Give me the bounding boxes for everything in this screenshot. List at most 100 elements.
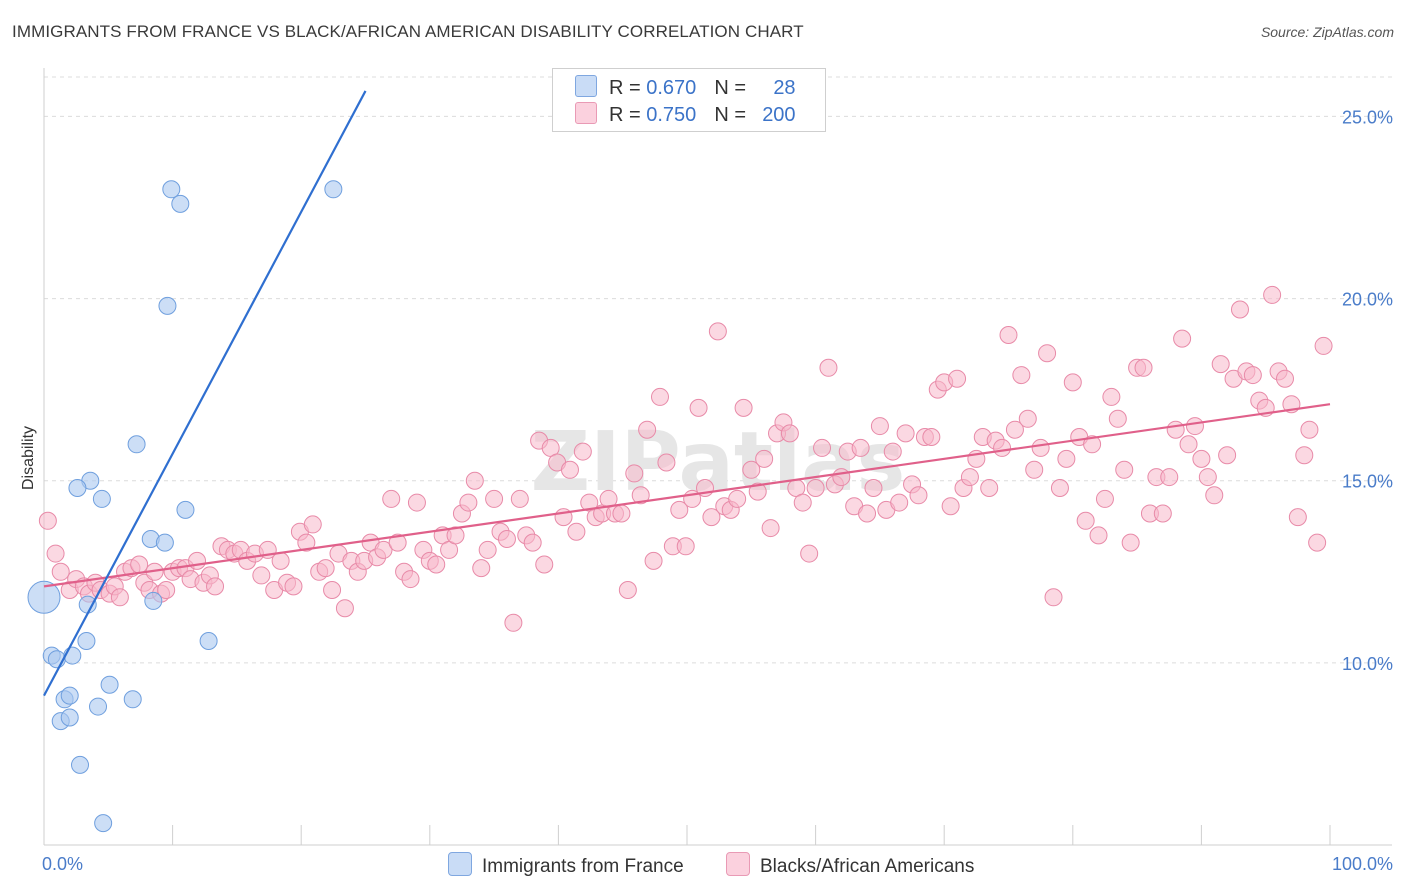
data-point-black-african-american (864, 479, 883, 497)
data-point-immigrants-france (60, 686, 79, 705)
bottom-legend-label-black: Blacks/African Americans (760, 856, 975, 877)
watermark: ZIPatlas (531, 415, 906, 510)
data-point-black-african-american (446, 526, 465, 545)
x-tick-label: 100.0% (1332, 854, 1393, 874)
data-point-black-african-american (702, 508, 721, 527)
data-point-black-african-american (793, 493, 812, 512)
data-point-black-african-american (1263, 285, 1282, 304)
legend-r-label: R = (609, 104, 647, 126)
data-point-immigrants-france (199, 632, 218, 650)
data-point-black-african-american (806, 479, 825, 497)
data-point-black-african-american (1288, 508, 1307, 527)
data-point-black-african-american (206, 577, 225, 596)
data-point-black-african-american (941, 497, 960, 516)
legend-swatch-france (575, 75, 597, 97)
data-point-immigrants-france (68, 479, 87, 497)
data-point-black-african-american (676, 537, 695, 556)
series-immigrants-france-points (27, 180, 343, 833)
data-point-immigrants-france (144, 591, 163, 610)
data-point-black-african-american (1198, 468, 1217, 487)
data-point-black-african-american (1005, 420, 1024, 439)
data-point-immigrants-france (94, 814, 113, 833)
data-point-black-african-american (993, 438, 1012, 457)
bottom-legend-swatch-black (726, 852, 750, 876)
data-point-black-african-american (485, 489, 504, 508)
series-black-african-american-points (38, 285, 1333, 632)
data-point-black-african-american (832, 468, 851, 487)
data-point-black-african-american (130, 555, 149, 574)
chart-title: IMMIGRANTS FROM FRANCE VS BLACK/AFRICAN … (12, 22, 804, 41)
legend-row-france: R = 0.670 N = 28 (575, 75, 796, 99)
data-point-black-african-american (1076, 511, 1095, 530)
data-point-black-african-american (748, 482, 767, 501)
data-point-black-african-american (742, 460, 761, 479)
data-point-black-african-american (407, 493, 426, 512)
data-point-immigrants-france (158, 296, 177, 315)
data-point-black-african-american (1300, 420, 1319, 439)
data-point-black-african-american (38, 511, 57, 530)
data-point-black-african-american (1031, 438, 1050, 457)
data-point-black-african-american (650, 387, 669, 406)
legend-n-value-france: 28 (773, 77, 796, 99)
data-point-black-african-american (523, 533, 542, 552)
data-point-black-african-american (813, 438, 832, 457)
data-point-black-african-american (1025, 460, 1044, 479)
tick-labels: 10.0% 15.0% 20.0% 25.0% 0.0% 100.0% (42, 107, 1393, 874)
data-point-black-african-american (1205, 486, 1224, 505)
bottom-legend-black[interactable]: Blacks/African Americans (726, 852, 974, 878)
legend-r-value-black: 0.750 (646, 104, 697, 126)
data-point-black-african-american (110, 588, 129, 607)
data-point-black-african-american (1166, 420, 1185, 439)
data-point-black-african-american (800, 544, 819, 563)
data-point-black-african-american (560, 460, 579, 479)
data-point-black-african-american (51, 562, 70, 581)
data-point-black-african-american (638, 420, 657, 439)
data-point-black-african-american (567, 522, 586, 541)
data-point-immigrants-france (324, 180, 343, 199)
data-point-black-african-american (1211, 355, 1230, 374)
legend-r-label: R = (609, 77, 647, 99)
data-point-black-african-american (1314, 336, 1333, 355)
data-point-immigrants-france (171, 194, 190, 213)
data-point-black-african-american (401, 570, 420, 589)
data-point-immigrants-france (71, 755, 90, 774)
data-point-black-african-american (497, 530, 516, 548)
data-point-immigrants-france (77, 632, 96, 650)
source-label: Source: ZipAtlas.com (1260, 24, 1394, 40)
data-point-black-african-american (922, 428, 941, 446)
trend-lines (43, 90, 1331, 697)
data-point-black-african-american (851, 438, 870, 457)
data-point-black-african-american (427, 555, 446, 574)
data-point-black-african-american (819, 358, 838, 377)
data-point-black-african-american (459, 493, 478, 512)
data-point-immigrants-france (162, 180, 181, 199)
data-point-black-african-american (890, 493, 909, 512)
data-point-black-african-american (1038, 344, 1057, 363)
data-point-black-african-american (631, 486, 650, 505)
data-point-immigrants-france (155, 533, 174, 552)
data-point-black-african-american (728, 489, 747, 508)
stats-legend: R = 0.670 N = 28 R = 0.750 N = 200 (552, 68, 826, 132)
data-point-black-african-american (535, 555, 554, 574)
data-point-black-african-american (999, 326, 1018, 344)
data-point-black-african-american (761, 519, 780, 538)
legend-n-label: N = (714, 77, 752, 99)
data-point-black-african-american (472, 559, 491, 578)
data-point-black-african-american (689, 398, 708, 417)
y-tick-label: 20.0% (1342, 290, 1393, 310)
data-point-black-african-american (780, 424, 799, 443)
data-point-immigrants-france (92, 489, 111, 508)
data-point-black-african-american (1063, 373, 1082, 392)
data-point-black-african-american (734, 398, 753, 417)
legend-row-black: R = 0.750 N = 200 (575, 102, 796, 126)
data-point-black-african-american (1308, 533, 1327, 552)
data-point-black-african-american (896, 424, 915, 443)
bottom-legend-france[interactable]: Immigrants from France (448, 852, 684, 878)
data-point-black-african-american (625, 464, 644, 483)
data-point-black-african-american (1018, 409, 1037, 428)
data-point-black-african-american (388, 533, 407, 552)
data-point-black-african-american (980, 479, 999, 497)
data-point-immigrants-france (176, 500, 195, 519)
data-point-black-african-american (1089, 526, 1108, 545)
